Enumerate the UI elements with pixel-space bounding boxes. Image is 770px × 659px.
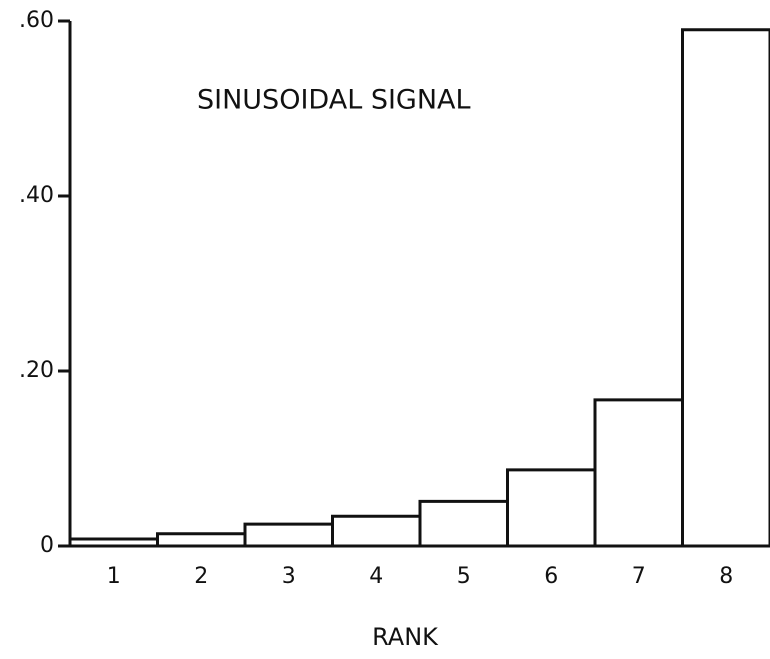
x-axis-title: RANK [372, 623, 439, 651]
x-tick-label: 3 [282, 564, 296, 589]
bar [506, 468, 597, 548]
bar [156, 532, 247, 548]
x-tick-label: 4 [369, 564, 383, 589]
y-tick-label: .40 [19, 183, 54, 208]
bar [68, 537, 159, 548]
x-tick-label: 5 [457, 564, 471, 589]
bar [418, 499, 509, 548]
bar [331, 514, 422, 548]
bar [681, 28, 770, 548]
x-tick-label: 2 [194, 564, 208, 589]
bar [593, 398, 684, 548]
chart-title: SINUSOIDAL SIGNAL [197, 85, 471, 116]
y-tick-label: 0 [40, 533, 54, 558]
x-tick-label: 1 [107, 564, 121, 589]
y-tick-label: .20 [19, 358, 54, 383]
x-tick-label: 6 [544, 564, 558, 589]
bar [243, 522, 334, 548]
y-tick-label: .60 [19, 8, 54, 33]
x-tick-label: 7 [632, 564, 646, 589]
x-tick-label: 8 [719, 564, 733, 589]
